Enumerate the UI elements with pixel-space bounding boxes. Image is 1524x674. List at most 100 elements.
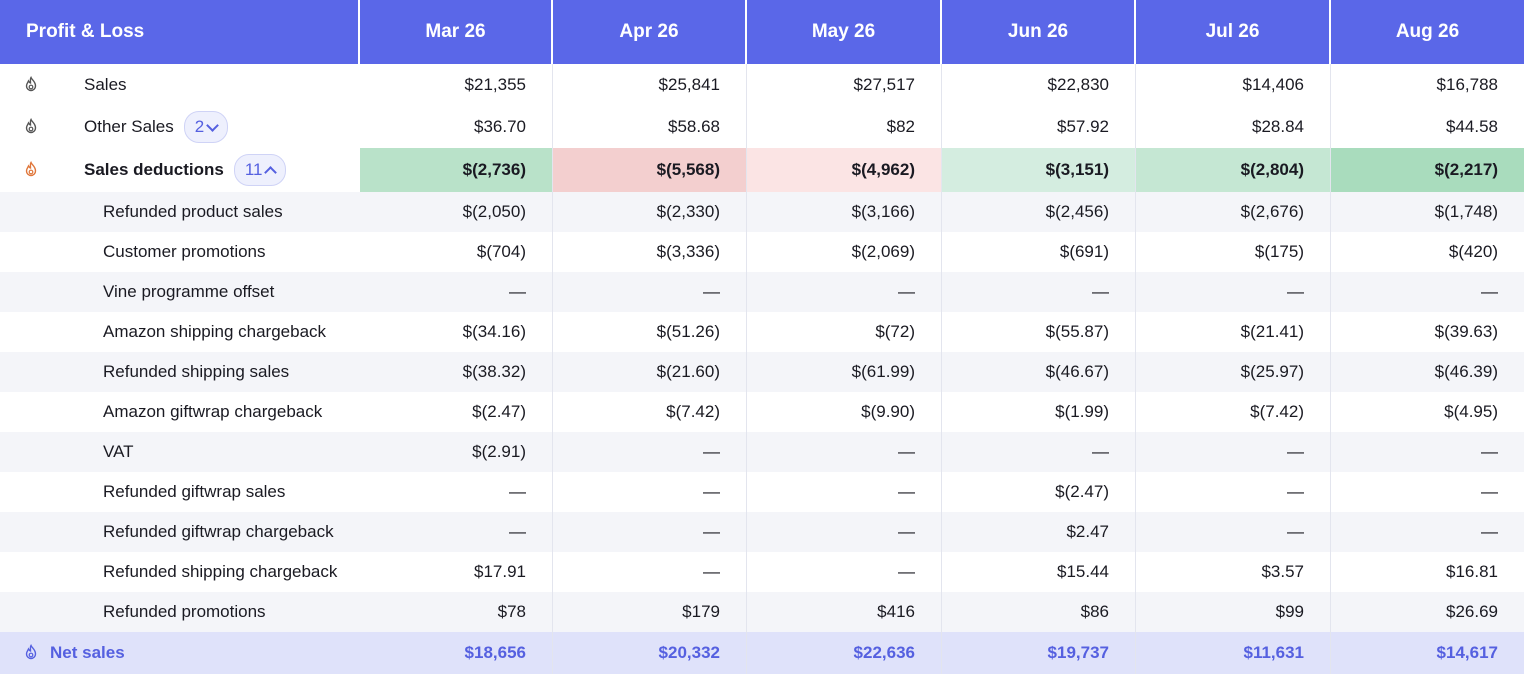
value-cell: $22,830 — [942, 64, 1136, 106]
row-label-other-sales[interactable]: Other Sales 2 — [0, 106, 360, 148]
row-label-sales[interactable]: Sales — [0, 64, 360, 106]
flame-icon — [20, 642, 42, 664]
row-label-text: Sales — [84, 75, 127, 94]
col-header-mar[interactable]: Mar 26 — [360, 0, 553, 64]
value-cell: $(21.41) — [1136, 312, 1331, 352]
sub-row-label[interactable]: Refunded product sales — [0, 192, 360, 232]
row-label-text: Net sales — [50, 643, 125, 662]
value-cell: $(9.90) — [747, 392, 942, 432]
value-cell: $25,841 — [553, 64, 747, 106]
value-cell: $3.57 — [1136, 552, 1331, 592]
sub-row-label[interactable]: Refunded shipping sales — [0, 352, 360, 392]
sub-row-label[interactable]: Amazon shipping chargeback — [103, 322, 327, 341]
chevron-up-icon — [264, 165, 278, 179]
value-cell: $82 — [747, 106, 942, 148]
value-cell: $(46.67) — [942, 352, 1136, 392]
sub-row-label[interactable]: VAT — [0, 432, 360, 472]
col-header-jul[interactable]: Jul 26 — [1136, 0, 1331, 64]
value-cell: $99 — [1136, 592, 1331, 632]
sub-row-label[interactable]: Refunded promotions — [0, 592, 360, 632]
value-cell: $14,406 — [1136, 64, 1331, 106]
value-cell: $26.69 — [1331, 592, 1524, 632]
collapse-sales-deductions-button[interactable]: 11 — [233, 154, 287, 186]
value-cell: $21,355 — [360, 64, 553, 106]
value-cell: $(1,748) — [1331, 192, 1524, 232]
value-cell: $44.58 — [1446, 117, 1498, 136]
value-cell: — — [942, 272, 1136, 312]
value-cell: $16.81 — [1446, 562, 1498, 581]
flame-icon — [20, 116, 42, 138]
value-cell: — — [553, 512, 747, 552]
value-cell: — — [360, 512, 553, 552]
value-cell: $(2,069) — [747, 232, 942, 272]
value-cell: $(2,330) — [553, 192, 747, 232]
value-cell: — — [1136, 432, 1331, 472]
value-cell: $(4.95) — [1444, 402, 1498, 421]
col-header-apr[interactable]: Apr 26 — [553, 0, 747, 64]
value-cell: $(38.32) — [360, 352, 553, 392]
sub-row-label[interactable]: Refunded giftwrap sales — [103, 482, 286, 501]
value-cell: $(39.63) — [1434, 322, 1498, 341]
net-sales-row: Net sales $18,656 $20,332 $22,636 $19,73… — [0, 632, 1524, 674]
value-cell: $(2.47) — [942, 472, 1136, 512]
value-cell: $(691) — [942, 232, 1136, 272]
value-cell: — — [553, 272, 747, 312]
sales-deductions-children: Refunded product sales $(2,050) $(2,330) $(… — [0, 192, 1524, 632]
flame-icon — [20, 74, 42, 96]
row-label-sales-deductions[interactable]: Sales deductions 11 — [0, 148, 360, 192]
sub-row-label[interactable]: Refunded shipping chargeback — [103, 562, 338, 581]
col-header-jun[interactable]: Jun 26 — [942, 0, 1136, 64]
row-label-text: Sales deductions — [84, 160, 224, 179]
value-cell: — — [1136, 472, 1331, 512]
sub-row-label[interactable]: Amazon giftwrap chargeback — [103, 402, 323, 421]
value-cell: — — [747, 432, 942, 472]
table-title: Profit & Loss — [0, 0, 360, 64]
value-cell: $(2,456) — [942, 192, 1136, 232]
value-cell: $17.91 — [360, 552, 553, 592]
sub-row-label[interactable]: Refunded giftwrap chargeback — [0, 512, 360, 552]
sub-row-label[interactable]: Vine programme offset — [0, 272, 360, 312]
value-cell: $(55.87) — [942, 312, 1136, 352]
value-cell: $2.47 — [942, 512, 1136, 552]
value-cell: $(46.39) — [1331, 352, 1524, 392]
value-cell: $(2,804) — [1136, 148, 1331, 192]
value-cell: $(2,736) — [360, 148, 553, 192]
value-cell: — — [1136, 272, 1331, 312]
value-cell: — — [747, 272, 942, 312]
col-header-aug[interactable]: Aug 26 — [1331, 0, 1524, 64]
sub-row-label[interactable]: Customer promotions — [103, 242, 266, 261]
value-cell: — — [1331, 432, 1524, 472]
value-cell: $(3,336) — [553, 232, 747, 272]
value-cell: $(7.42) — [553, 392, 747, 432]
value-cell: $(3,151) — [942, 148, 1136, 192]
value-cell: — — [1481, 482, 1498, 501]
value-cell: — — [747, 512, 942, 552]
expand-other-sales-button[interactable]: 2 — [183, 111, 229, 143]
pnl-table: Profit & Loss Mar 26 Apr 26 May 26 Jun 2… — [0, 0, 1524, 192]
value-cell: $18,656 — [360, 632, 553, 674]
value-cell: $(72) — [747, 312, 942, 352]
value-cell: $15.44 — [942, 552, 1136, 592]
value-cell: $16,788 — [1436, 75, 1498, 94]
row-label-text: Other Sales — [84, 117, 174, 136]
flame-icon — [20, 159, 42, 181]
value-cell: — — [1136, 512, 1331, 552]
value-cell: $20,332 — [553, 632, 747, 674]
value-cell: $28.84 — [1136, 106, 1331, 148]
value-cell: — — [747, 552, 942, 592]
value-cell: $416 — [747, 592, 942, 632]
value-cell: $(61.99) — [747, 352, 942, 392]
value-cell: $27,517 — [747, 64, 942, 106]
value-cell: $(7.42) — [1136, 392, 1331, 432]
value-cell: $(21.60) — [553, 352, 747, 392]
value-cell: $(420) — [1448, 242, 1498, 261]
value-cell: $22,636 — [747, 632, 942, 674]
row-label-net-sales[interactable]: Net sales — [0, 632, 360, 674]
value-cell: — — [553, 432, 747, 472]
value-cell: — — [553, 552, 747, 592]
value-cell: $(2,217) — [1331, 148, 1524, 192]
value-cell: $(5,568) — [553, 148, 747, 192]
col-header-may[interactable]: May 26 — [747, 0, 942, 64]
value-cell: — — [1331, 272, 1524, 312]
value-cell: $(4,962) — [747, 148, 942, 192]
